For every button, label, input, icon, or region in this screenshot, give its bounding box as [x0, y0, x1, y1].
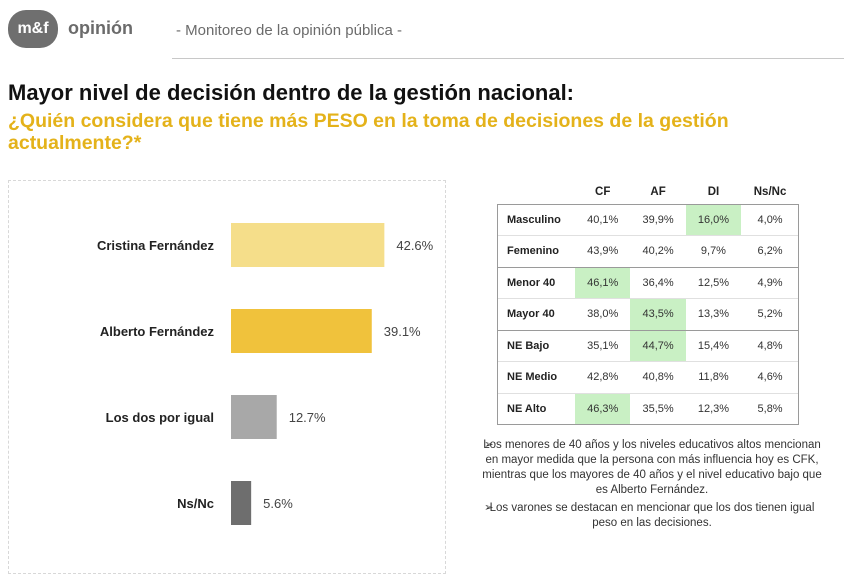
bar-chart-panel: Cristina Fernández 42.6% Alberto Fernández… [8, 180, 446, 574]
table-cell: 40,1% [575, 203, 631, 236]
value-label: 39.1% [384, 324, 421, 339]
table-cell: 35,5% [630, 392, 686, 425]
notes: ➢ Los menores de 40 años y los niveles e… [482, 438, 822, 534]
table-row: Masculino 40,1% 39,9% 16,0% 4,0% [497, 203, 799, 236]
table-cell: 42,8% [575, 361, 631, 393]
value-label: 5.6% [263, 496, 293, 511]
table-cell: 4,6% [741, 361, 799, 393]
note-text: Los varones se destacan en mencionar que… [489, 502, 815, 529]
column-header: CF [595, 185, 611, 198]
table-row: Mayor 40 38,0% 43,5% 13,3% 5,2% [497, 298, 799, 330]
table-cell: 5,2% [741, 298, 799, 330]
row-label: Mayor 40 [497, 298, 575, 330]
row-label: Menor 40 [497, 266, 575, 299]
arrow-bullet-icon: ➢ [484, 502, 494, 514]
table-cell: 16,0% [685, 203, 742, 236]
header-divider [172, 58, 844, 59]
table-cell: 40,2% [630, 235, 686, 267]
table-cell: 43,9% [575, 235, 631, 267]
note-text: Los menores de 40 años y los niveles edu… [482, 439, 822, 496]
table-cell: 12,5% [685, 266, 742, 299]
row-label: Femenino [497, 235, 575, 267]
bar-chart: Cristina Fernández 42.6% Alberto Fernández… [97, 223, 434, 525]
value-label: 12.7% [289, 410, 326, 425]
table-row: NE Alto 46,3% 35,5% 12,3% 5,8% [497, 392, 799, 425]
column-header: AF [650, 185, 666, 198]
bar [231, 481, 252, 525]
table-cell: 43,5% [630, 298, 686, 330]
table-cell: 12,3% [685, 392, 742, 425]
table-cell: 13,3% [685, 298, 742, 330]
table-header-row: CF AF DI Ns/Nc [497, 180, 799, 204]
table-cell: 35,1% [575, 329, 631, 362]
note-item: ➢ Los varones se destacan en mencionar q… [482, 501, 822, 531]
table-row: NE Medio 42,8% 40,8% 11,8% 4,6% [497, 361, 799, 393]
table-cell: 46,3% [575, 392, 631, 425]
table-row: Menor 40 46,1% 36,4% 12,5% 4,9% [497, 266, 799, 299]
brand-logo: m&f [8, 10, 58, 48]
row-label: Masculino [497, 203, 575, 236]
row-label: NE Medio [497, 361, 575, 393]
table-cell: 4,0% [741, 203, 799, 236]
table-row: Femenino 43,9% 40,2% 9,7% 6,2% [497, 235, 799, 267]
table-cell: 40,8% [630, 361, 686, 393]
crosstab-table: CF AF DI Ns/Nc Masculino 40,1% 39,9% 16,0% 4… [497, 180, 799, 425]
row-label: NE Alto [497, 392, 575, 425]
bar [231, 223, 385, 267]
table-cell: 9,7% [685, 235, 742, 267]
table-cell: 11,8% [685, 361, 742, 393]
table-cell: 36,4% [630, 266, 686, 299]
table-row: NE Bajo 35,1% 44,7% 15,4% 4,8% [497, 329, 799, 362]
brand-name: opinión [68, 18, 133, 38]
category-label: Los dos por igual [106, 410, 214, 425]
table-cell: 6,2% [741, 235, 799, 267]
table-cell: 4,8% [741, 329, 799, 362]
column-header-blank [497, 180, 575, 204]
note-item: ➢ Los menores de 40 años y los niveles e… [482, 438, 822, 498]
row-label: NE Bajo [497, 329, 575, 362]
column-header: Ns/Nc [753, 185, 787, 198]
table-cell: 44,7% [630, 329, 686, 362]
table-cell: 4,9% [741, 266, 799, 299]
header-subtitle: - Monitoreo de la opinión pública - [176, 22, 402, 39]
table-cell: 5,8% [741, 392, 799, 425]
category-label: Alberto Fernández [100, 324, 215, 339]
category-label: Ns/Nc [177, 496, 214, 511]
table-cell: 15,4% [685, 329, 742, 362]
table-cell: 38,0% [575, 298, 631, 330]
arrow-bullet-icon: ➢ [484, 439, 494, 451]
page-title: Mayor nivel de decisión dentro de la ges… [8, 80, 575, 105]
header: m&f opinión - Monitoreo de la opinión pú… [0, 0, 862, 62]
survey-question: ¿Quién considera que tiene más PESO en l… [8, 110, 729, 154]
category-label: Cristina Fernández [97, 238, 215, 253]
bar [231, 309, 372, 353]
bar [231, 395, 277, 439]
crosstab-panel: CF AF DI Ns/Nc Masculino 40,1% 39,9% 16,0% 4… [497, 180, 799, 425]
value-label: 42.6% [396, 238, 433, 253]
column-header: DI [707, 185, 720, 198]
table-cell: 46,1% [575, 266, 631, 299]
table-cell: 39,9% [630, 203, 686, 236]
